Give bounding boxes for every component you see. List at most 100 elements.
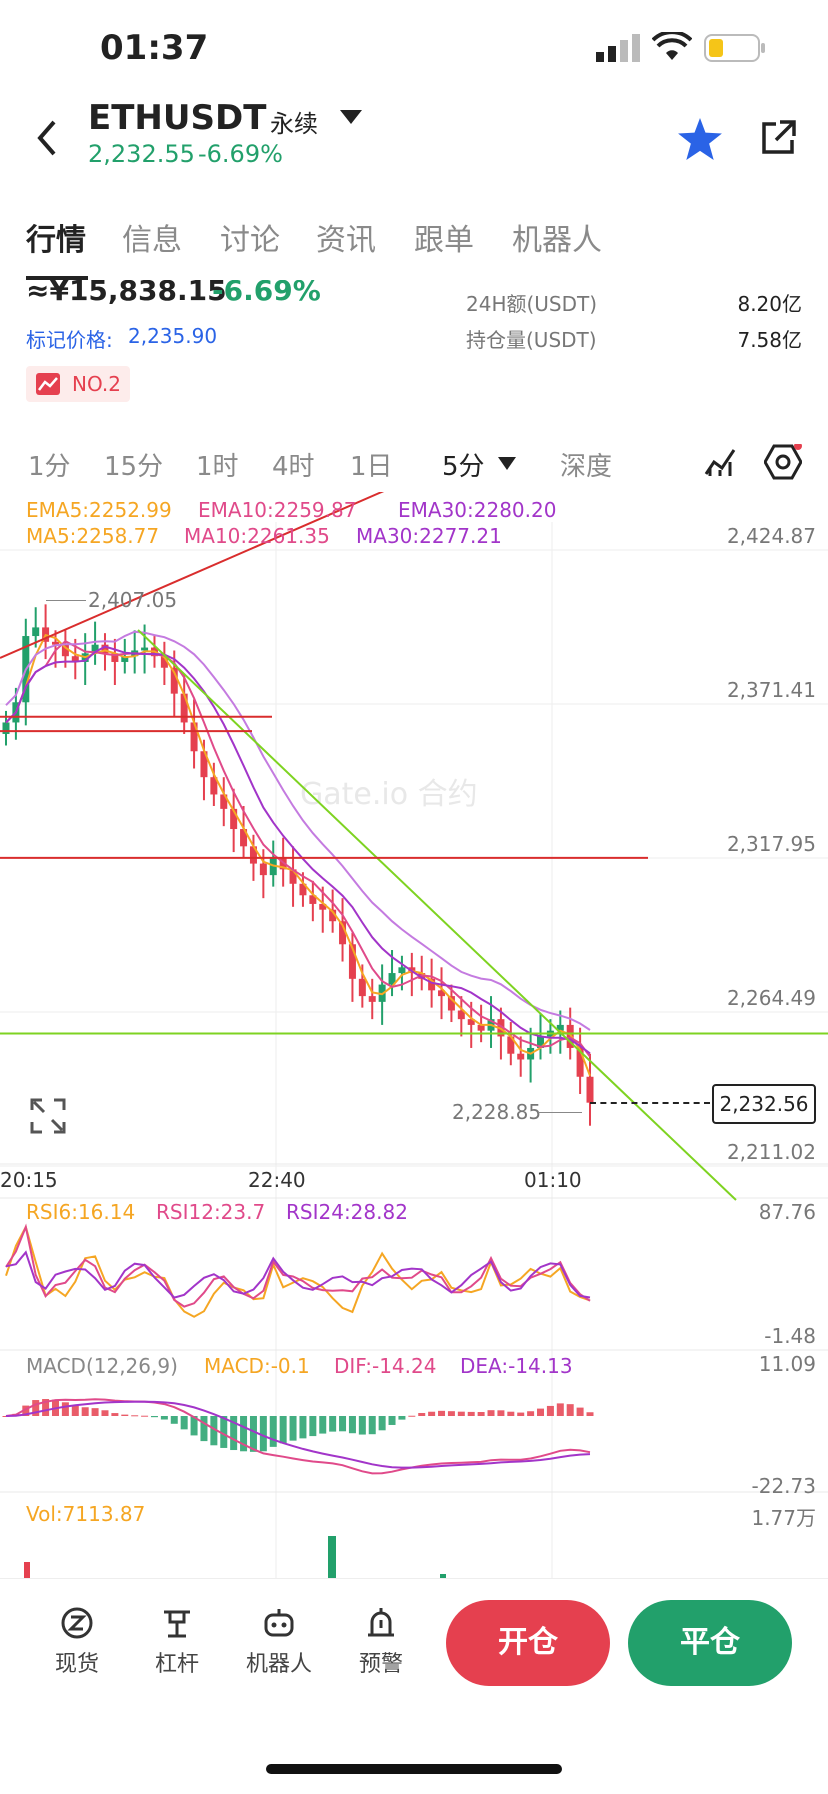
candle-body — [398, 967, 406, 974]
signal-icon — [596, 34, 640, 66]
candle-body — [170, 667, 178, 694]
candle-body — [240, 829, 248, 847]
ema10-line — [5, 639, 591, 1058]
rsi-top: 87.76 — [758, 1200, 816, 1224]
y-tick-1: 2,371.41 — [726, 678, 816, 702]
tf-4h[interactable]: 4时 — [272, 452, 315, 482]
volume-bar — [24, 1562, 30, 1578]
macd-histogram-bar — [477, 1412, 485, 1416]
close-position-button[interactable]: 平仓 — [628, 1600, 792, 1686]
macd-histogram-bar — [32, 1400, 40, 1416]
green-trendline — [137, 629, 737, 1201]
ema30-label: EMA30:2280.20 — [398, 498, 557, 522]
candle-body — [249, 846, 257, 864]
macd-histogram-bar — [497, 1410, 505, 1416]
nav-alert[interactable]: 预警 — [336, 1606, 426, 1678]
macd-histogram-bar — [447, 1411, 455, 1416]
macd-histogram-bar — [210, 1416, 218, 1446]
tab-copy-trading[interactable]: 跟单 — [414, 223, 474, 258]
mark-price-label: 标记价格: — [26, 328, 113, 352]
cny-price: ≈¥15,838.15 — [26, 280, 227, 307]
x-tick-0: 20:15 — [0, 1168, 58, 1192]
symbol-title[interactable]: ETHUSDT — [88, 98, 267, 138]
tf-selected[interactable]: 5分 — [442, 452, 485, 482]
candle-body — [428, 978, 436, 991]
candle-body — [190, 722, 198, 752]
rsi6-line — [5, 1224, 591, 1318]
nav-robot[interactable]: 机器人 — [234, 1606, 324, 1678]
ema5-label: EMA5:2252.99 — [26, 498, 172, 522]
tab-info[interactable]: 信息 — [122, 223, 182, 258]
rank-badge: NO.2 — [26, 366, 130, 402]
rsi24-label: RSI24:28.82 — [286, 1200, 408, 1224]
macd-bottom: -22.73 — [751, 1474, 816, 1498]
tf-caret-icon[interactable] — [498, 456, 516, 475]
macd-dea-line — [5, 1400, 591, 1469]
tf-1h[interactable]: 1时 — [196, 452, 239, 482]
tf-1d[interactable]: 1日 — [350, 452, 393, 482]
nav-spot[interactable]: 现货 — [32, 1606, 122, 1678]
contract-type[interactable]: 永续 — [270, 110, 318, 138]
macd-histogram-bar — [527, 1411, 535, 1416]
macd-histogram-bar — [259, 1416, 267, 1452]
kline-chart[interactable]: Gate.io 合约 — [0, 492, 828, 1578]
macd-histogram-bar — [91, 1408, 99, 1416]
candle-body — [586, 1076, 594, 1103]
tab-market[interactable]: 行情 — [26, 223, 86, 258]
candle-body — [329, 909, 337, 922]
share-icon[interactable] — [758, 118, 798, 162]
candle-body — [348, 944, 356, 979]
back-button[interactable] — [34, 118, 58, 162]
macd-histogram-bar — [378, 1416, 386, 1431]
chart-badge-icon — [36, 373, 60, 399]
tf-1m[interactable]: 1分 — [28, 452, 71, 482]
macd-histogram-bar — [319, 1416, 327, 1434]
candle-body — [339, 921, 347, 945]
tf-depth[interactable]: 深度 — [560, 452, 613, 482]
macd-histogram-bar — [42, 1399, 50, 1416]
candle-body — [259, 863, 267, 876]
cny-change: -6.69% — [212, 280, 321, 307]
volume-label: Vol:7113.87 — [26, 1502, 146, 1526]
candle-body — [160, 656, 168, 668]
candle-body — [388, 973, 396, 985]
candle-body — [467, 1019, 475, 1025]
nav-leverage[interactable]: 杠杆 — [132, 1606, 222, 1678]
last-price-tag: 2,232.56 — [712, 1084, 816, 1124]
tf-15m[interactable]: 15分 — [104, 452, 164, 482]
macd-histogram-bar — [398, 1416, 406, 1420]
y-tick-4: 2,211.02 — [726, 1140, 816, 1164]
star-icon[interactable] — [678, 118, 722, 164]
volume-bar — [440, 1574, 446, 1578]
candle-body — [556, 1024, 564, 1031]
candle-body — [289, 869, 297, 884]
open-position-button[interactable]: 开仓 — [446, 1600, 610, 1686]
nav-alert-label: 预警 — [358, 1652, 403, 1677]
ema10-label: EMA10:2259.87 — [198, 498, 357, 522]
caret-down-icon[interactable] — [340, 110, 362, 130]
fullscreen-icon[interactable] — [30, 1098, 66, 1138]
candle-body — [220, 794, 228, 809]
home-indicator — [266, 1764, 562, 1774]
candle-body — [319, 903, 327, 910]
macd-histogram-bar — [101, 1410, 109, 1416]
tab-discussion[interactable]: 讨论 — [220, 223, 280, 258]
y-tick-2: 2,317.95 — [726, 832, 816, 856]
macd-histogram-bar — [170, 1416, 178, 1424]
stat-label-open-interest: 持仓量(USDT) — [466, 328, 597, 352]
macd-histogram-bar — [556, 1403, 564, 1416]
volume-bar — [328, 1536, 336, 1578]
header-price: 2,232.55 — [88, 140, 195, 168]
y-tick-3: 2,264.49 — [726, 986, 816, 1010]
subcharts-layer — [2, 1223, 594, 1578]
tab-news[interactable]: 资讯 — [316, 223, 376, 258]
tab-robot[interactable]: 机器人 — [512, 223, 602, 258]
settings-icon[interactable] — [763, 442, 803, 484]
indicator-icon[interactable] — [704, 444, 738, 482]
candle-body — [141, 647, 149, 651]
ma30-label: MA30:2277.21 — [356, 524, 502, 548]
macd-histogram-bar — [368, 1416, 376, 1435]
x-tick-2: 01:10 — [524, 1168, 582, 1192]
rsi6-label: RSI6:16.14 — [26, 1200, 136, 1224]
macd-histogram-bar — [249, 1416, 257, 1452]
